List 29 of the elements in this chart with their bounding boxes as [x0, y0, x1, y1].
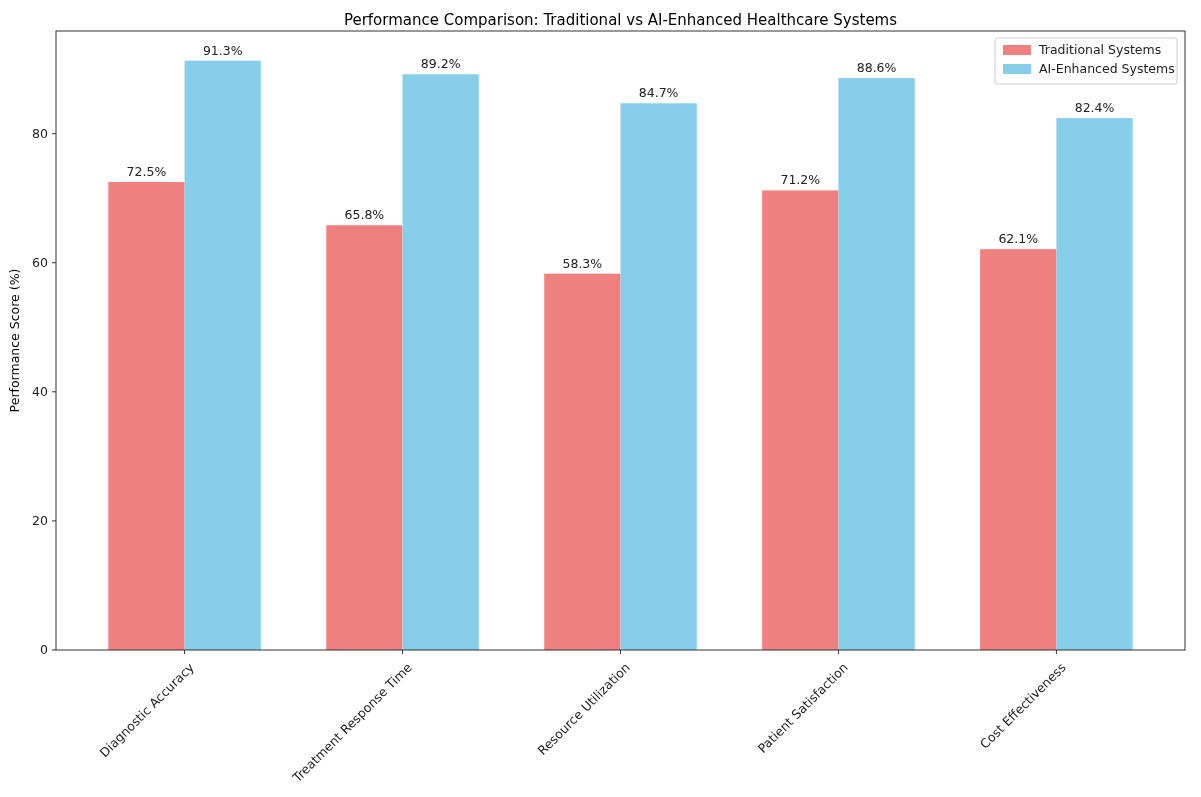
data-label: 65.8%	[344, 207, 385, 223]
data-label: 72.5%	[126, 164, 167, 180]
data-label: 91.3%	[202, 42, 243, 58]
bar	[762, 190, 839, 650]
bar	[326, 225, 403, 650]
data-label: 84.7%	[638, 85, 679, 101]
bar	[838, 78, 915, 650]
bar	[108, 182, 185, 650]
bar	[620, 103, 697, 650]
bar	[402, 74, 479, 650]
y-axis-title: Performance Score (%)	[7, 268, 22, 413]
y-tick-label: 20	[32, 513, 49, 529]
y-tick-label: 40	[32, 384, 49, 400]
legend-label: Traditional Systems	[1038, 42, 1162, 58]
y-tick-label: 80	[32, 126, 49, 141]
bar	[980, 249, 1057, 650]
data-label: 89.2%	[420, 56, 461, 72]
chart-title: Performance Comparison: Traditional vs AI-Enhanced Healthcare Systems	[343, 11, 898, 29]
bar	[1056, 118, 1133, 650]
legend-label: AI-Enhanced Systems	[1039, 61, 1175, 77]
data-label: 71.2%	[780, 172, 821, 188]
bar	[184, 60, 261, 650]
data-label: 62.1%	[998, 231, 1039, 247]
data-label: 88.6%	[856, 60, 897, 76]
data-label: 82.4%	[1074, 100, 1115, 116]
data-label: 58.3%	[562, 255, 603, 271]
y-tick-label: 60	[32, 255, 49, 271]
y-tick-label: 0	[40, 642, 49, 658]
bar	[544, 273, 621, 650]
